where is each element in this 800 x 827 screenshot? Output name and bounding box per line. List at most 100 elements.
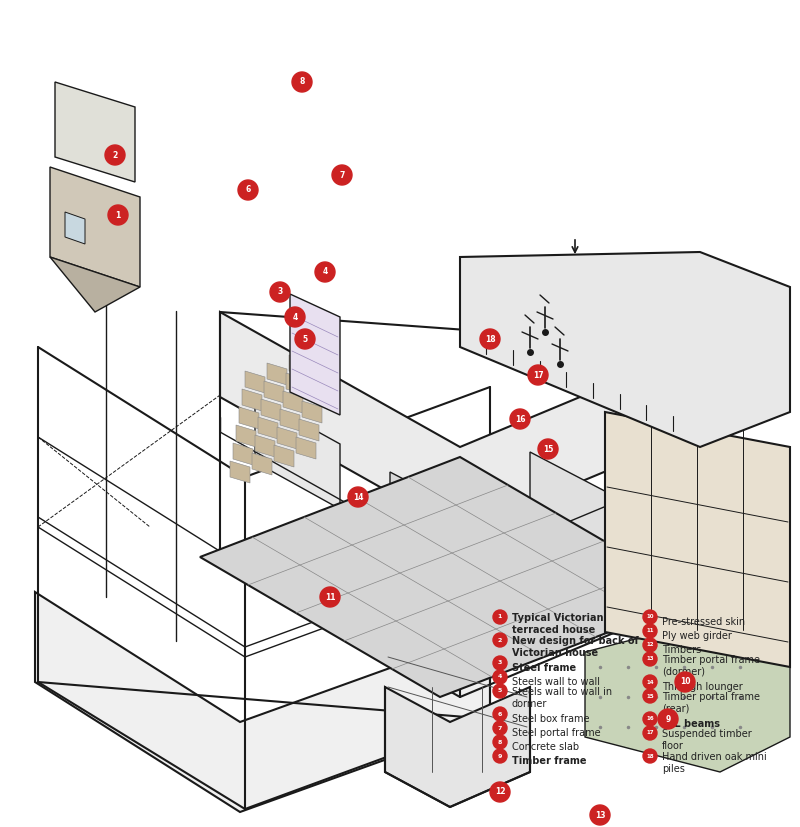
Polygon shape (258, 417, 278, 439)
Polygon shape (605, 412, 790, 667)
Text: 16: 16 (646, 716, 654, 721)
Text: 17: 17 (646, 730, 654, 735)
Text: 3: 3 (498, 661, 502, 666)
Text: 9: 9 (666, 715, 670, 724)
Text: Steel box frame: Steel box frame (512, 714, 590, 724)
Text: New design for back of
Victorian house: New design for back of Victorian house (512, 636, 638, 657)
Circle shape (493, 610, 507, 624)
Polygon shape (220, 312, 700, 532)
Text: Steel frame: Steel frame (512, 663, 576, 673)
Polygon shape (236, 425, 256, 447)
Circle shape (658, 709, 678, 729)
Polygon shape (50, 257, 140, 312)
Polygon shape (530, 452, 620, 557)
Text: LVL beams: LVL beams (662, 719, 720, 729)
Polygon shape (286, 373, 306, 395)
Circle shape (643, 652, 657, 666)
Text: 18: 18 (646, 753, 654, 758)
Polygon shape (302, 401, 322, 423)
Circle shape (490, 782, 510, 802)
Circle shape (510, 409, 530, 429)
Polygon shape (267, 363, 287, 385)
Circle shape (643, 610, 657, 624)
Circle shape (643, 638, 657, 652)
Polygon shape (242, 389, 262, 411)
Text: 14: 14 (353, 493, 363, 501)
Text: Concrete slab: Concrete slab (512, 742, 579, 752)
Circle shape (108, 205, 128, 225)
Circle shape (643, 689, 657, 703)
Text: 15: 15 (543, 444, 553, 453)
Polygon shape (35, 592, 490, 812)
Text: 9: 9 (498, 753, 502, 758)
Text: 4: 4 (322, 267, 328, 276)
Polygon shape (239, 407, 259, 429)
Polygon shape (261, 399, 281, 421)
Circle shape (493, 633, 507, 647)
Circle shape (493, 684, 507, 698)
Circle shape (270, 282, 290, 302)
Polygon shape (296, 437, 316, 459)
Text: 7: 7 (339, 170, 345, 179)
Circle shape (295, 329, 315, 349)
Circle shape (643, 675, 657, 689)
Text: Typical Victorian
terraced house: Typical Victorian terraced house (512, 613, 603, 634)
Text: 13: 13 (594, 810, 606, 820)
Text: 12: 12 (646, 643, 654, 648)
Polygon shape (233, 443, 253, 465)
Circle shape (332, 165, 352, 185)
Text: 2: 2 (498, 638, 502, 643)
Polygon shape (252, 453, 272, 475)
Polygon shape (255, 397, 340, 509)
Text: 8: 8 (498, 739, 502, 744)
Text: 2: 2 (112, 151, 118, 160)
Text: 10: 10 (680, 677, 690, 686)
Polygon shape (585, 617, 790, 772)
Text: 8: 8 (299, 78, 305, 87)
Text: 18: 18 (485, 334, 495, 343)
Circle shape (493, 721, 507, 735)
Circle shape (348, 487, 368, 507)
Circle shape (292, 72, 312, 92)
Polygon shape (277, 427, 297, 449)
Circle shape (238, 180, 258, 200)
Circle shape (643, 712, 657, 726)
Text: Ply web girder: Ply web girder (662, 631, 732, 641)
Polygon shape (290, 294, 340, 415)
Polygon shape (274, 445, 294, 467)
Polygon shape (245, 371, 265, 393)
Circle shape (285, 307, 305, 327)
Circle shape (643, 726, 657, 740)
Text: 13: 13 (646, 657, 654, 662)
Text: Through lounger: Through lounger (662, 682, 742, 692)
Polygon shape (264, 381, 284, 403)
Polygon shape (311, 347, 331, 369)
Text: Suspended timber
floor: Suspended timber floor (662, 729, 752, 751)
Text: Timber portal frame
(dormer): Timber portal frame (dormer) (662, 655, 760, 676)
Polygon shape (283, 391, 303, 413)
Polygon shape (230, 461, 250, 483)
Polygon shape (299, 419, 319, 441)
Circle shape (528, 365, 548, 385)
Circle shape (643, 749, 657, 763)
Text: 6: 6 (246, 185, 250, 194)
Circle shape (480, 329, 500, 349)
Text: Timbers: Timbers (662, 645, 702, 655)
Text: 1: 1 (498, 614, 502, 619)
Text: Hand driven oak mini
piles: Hand driven oak mini piles (662, 752, 766, 773)
Circle shape (493, 749, 507, 763)
Polygon shape (385, 687, 530, 807)
Text: 12: 12 (494, 787, 506, 796)
Circle shape (493, 735, 507, 749)
Text: 4: 4 (292, 313, 298, 322)
Text: 6: 6 (498, 711, 502, 716)
Circle shape (493, 670, 507, 684)
Text: Steels wall to wall in
dormer: Steels wall to wall in dormer (512, 687, 612, 709)
Circle shape (493, 707, 507, 721)
Text: 4: 4 (498, 675, 502, 680)
Polygon shape (255, 435, 275, 457)
Polygon shape (390, 472, 480, 577)
Polygon shape (50, 167, 140, 287)
Polygon shape (65, 212, 85, 244)
Text: 14: 14 (646, 680, 654, 685)
